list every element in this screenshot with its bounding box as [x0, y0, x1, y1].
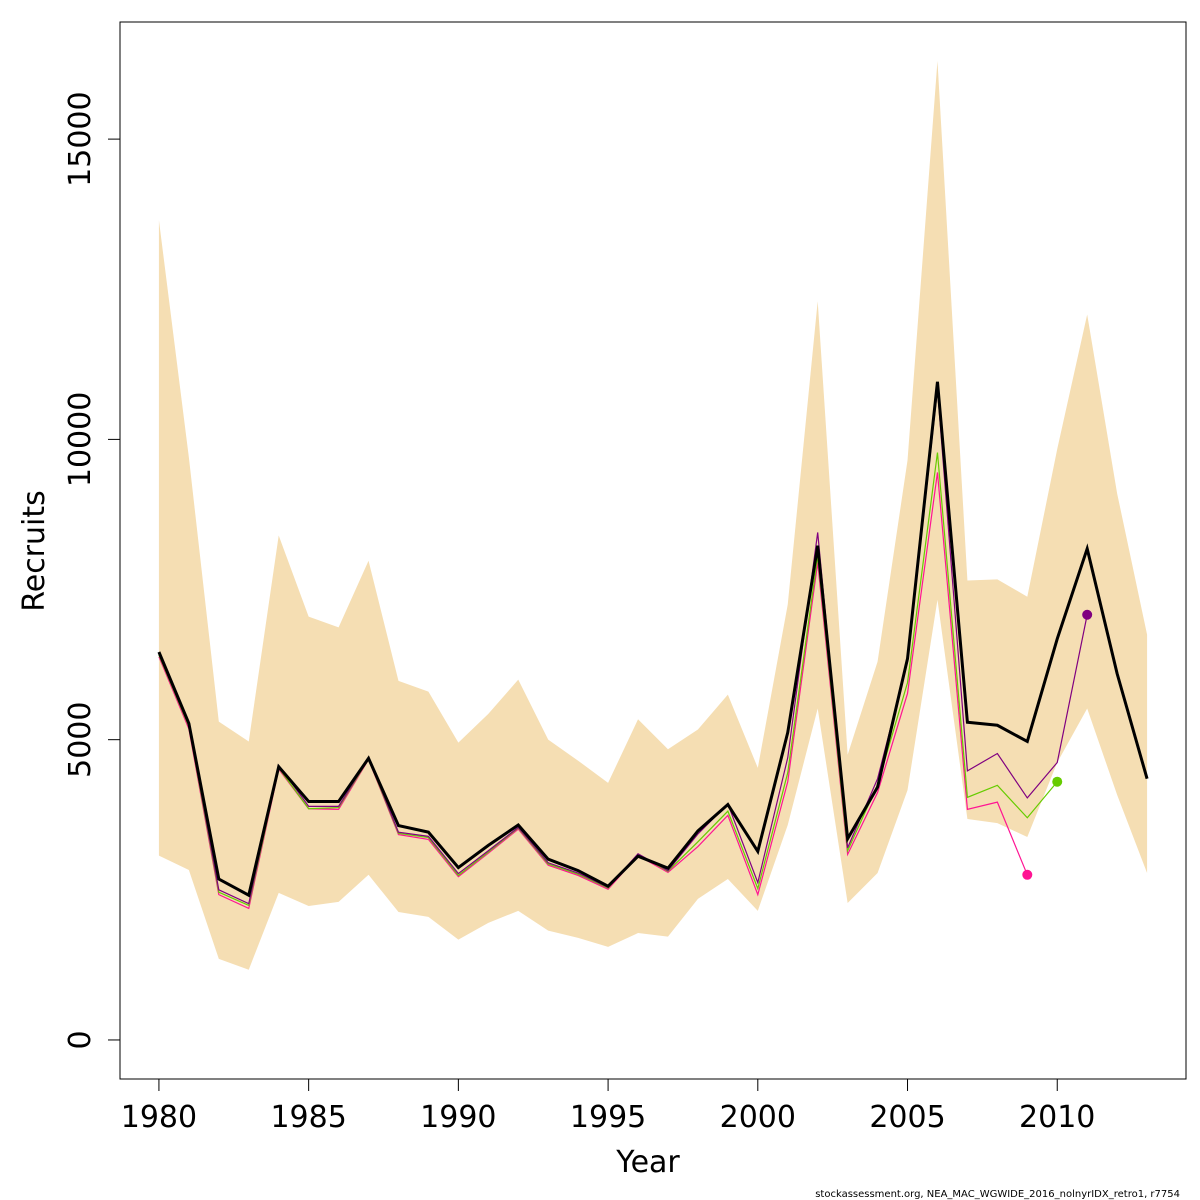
y-tick-label: 15000 — [63, 91, 98, 186]
endpoint-marker-layer — [1022, 609, 1093, 880]
x-tick-label: 1980 — [121, 1100, 197, 1135]
x-axis: 1980 1985 1990 1995 2000 2005 2010 — [121, 1079, 1095, 1135]
x-tick-label: 2000 — [720, 1100, 796, 1135]
y-tick-label: 0 — [63, 1030, 98, 1049]
y-axis-title: Recruits — [17, 490, 52, 612]
footer-credit: stockassessment.org, NEA_MAC_WGWIDE_2016… — [815, 1189, 1180, 1200]
y-tick-label: 5000 — [63, 701, 98, 777]
x-tick-label: 1985 — [270, 1100, 346, 1135]
endpoint-marker-2 — [1052, 776, 1063, 787]
series-line-main — [157, 381, 1149, 898]
y-axis: 0 5000 10000 15000 — [63, 91, 120, 1050]
x-tick-label: 1995 — [570, 1100, 646, 1135]
x-axis-title: Year — [615, 1145, 680, 1180]
x-tick-label: 2005 — [869, 1100, 945, 1135]
endpoint-marker-3 — [1022, 869, 1033, 880]
x-tick-label: 2010 — [1019, 1100, 1095, 1135]
series-layer — [157, 381, 1149, 910]
confidence-band — [158, 61, 1148, 970]
y-tick-label: 10000 — [63, 392, 98, 487]
confidence-band-layer — [158, 61, 1148, 970]
endpoint-marker-1 — [1082, 609, 1093, 620]
plot-frame — [119, 21, 1187, 1080]
x-tick-label: 1990 — [420, 1100, 496, 1135]
